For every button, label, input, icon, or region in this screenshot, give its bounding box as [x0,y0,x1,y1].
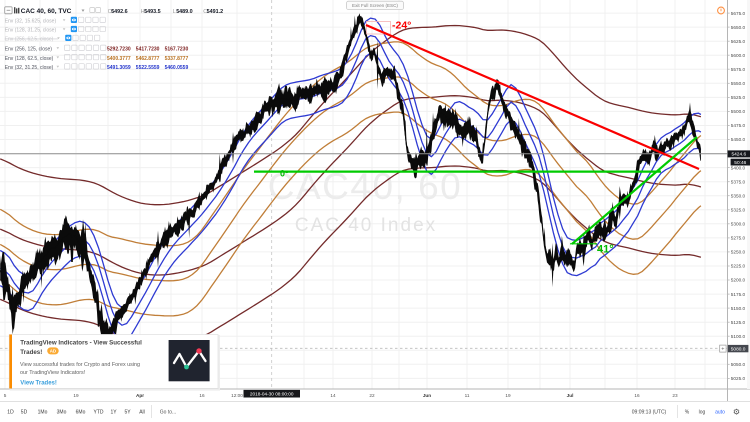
svg-text:-24°: -24° [392,20,411,32]
svg-text:5300.0: 5300.0 [731,222,746,227]
svg-text:5350.0: 5350.0 [731,193,746,198]
svg-text:⚙: ⚙ [733,408,740,417]
svg-text:5225.0: 5225.0 [731,264,746,269]
svg-text:YTD: YTD [94,410,104,416]
svg-text:5400.3777: 5400.3777 [107,56,131,62]
svg-text:23: 23 [672,393,678,398]
svg-text:All: All [139,410,145,416]
svg-text:12:00: 12:00 [231,393,243,398]
svg-text:0°: 0° [280,169,289,179]
svg-text:Go to...: Go to... [160,410,176,416]
svg-text:5575.0: 5575.0 [731,67,746,72]
svg-text:5650.0: 5650.0 [731,25,746,30]
svg-text:5492.6: 5492.6 [111,9,128,15]
svg-text:auto: auto [715,410,725,416]
svg-text:16: 16 [199,393,205,398]
svg-text:5489.0: 5489.0 [176,9,193,15]
svg-text:L: L [173,9,176,15]
svg-text:5493.5: 5493.5 [144,9,161,15]
svg-text:2018-04-30 08:00:00: 2018-04-30 08:00:00 [250,392,294,397]
svg-text:5450.0: 5450.0 [731,137,746,142]
svg-text:Env (256, 62.5, close): Env (256, 62.5, close) [5,37,54,43]
svg-text:View successful trades for Cry: View successful trades for Crypto and Fo… [20,362,140,368]
svg-text:41°: 41° [597,244,614,256]
svg-text:1Y: 1Y [110,410,117,416]
svg-text:CAC 40, 60, TVC: CAC 40, 60, TVC [21,8,72,15]
svg-text:Env (128, 31.25, close): Env (128, 31.25, close) [5,28,57,34]
svg-text:TradingView Indicators - View: TradingView Indicators - View Successful [20,340,142,347]
svg-text:our TradingView Indicators!: our TradingView Indicators! [20,370,86,376]
svg-text:5500.0: 5500.0 [731,109,746,114]
svg-text:5125.0: 5125.0 [731,320,746,325]
svg-text:H: H [141,9,145,15]
svg-text:O: O [108,9,112,15]
svg-text:19: 19 [505,393,511,398]
svg-text:50:46: 50:46 [734,160,746,166]
svg-text:Trades!: Trades! [20,349,42,356]
svg-text:3Mo: 3Mo [57,410,67,416]
svg-text:Env (128, 62.5, close): Env (128, 62.5, close) [5,56,54,62]
svg-text:5460.0559: 5460.0559 [165,65,189,71]
svg-text:C: C [203,9,207,15]
svg-text:5417.7230: 5417.7230 [136,47,160,53]
svg-text:5050.0: 5050.0 [731,362,746,367]
svg-text:5475.0: 5475.0 [731,123,746,128]
svg-text:5491.2: 5491.2 [207,9,224,15]
svg-text:5424.6: 5424.6 [731,152,746,158]
svg-text:Exit Full Screen (ESC): Exit Full Screen (ESC) [352,3,398,8]
svg-text:5275.0: 5275.0 [731,236,746,241]
svg-text:Env (32, 31.25, close): Env (32, 31.25, close) [5,65,54,71]
svg-text:1Mo: 1Mo [38,410,48,416]
svg-text:1D: 1D [7,410,14,416]
svg-text:CAC 40 Index: CAC 40 Index [295,215,437,236]
svg-text:5600.0: 5600.0 [731,53,746,58]
svg-text:5675.0: 5675.0 [731,11,746,16]
svg-text:5525.0: 5525.0 [731,95,746,100]
svg-text:5550.0: 5550.0 [731,81,746,86]
svg-text:16: 16 [634,393,640,398]
svg-text:5: 5 [4,393,7,398]
svg-text:5175.0: 5175.0 [731,292,746,297]
svg-text:Apr: Apr [136,393,144,398]
svg-text:View Trades!: View Trades! [20,381,57,387]
svg-text:%: % [685,410,690,416]
svg-text:5025.0: 5025.0 [731,376,746,381]
svg-text:11: 11 [465,393,470,398]
svg-text:AD: AD [50,349,56,354]
svg-text:19: 19 [73,393,79,398]
svg-text:5375.0: 5375.0 [731,179,746,184]
svg-text:5522.5559: 5522.5559 [136,65,160,71]
svg-text:5491.3059: 5491.3059 [107,65,131,71]
svg-text:5080.0: 5080.0 [731,347,746,353]
svg-text:5292.7230: 5292.7230 [107,47,131,53]
svg-text:09:09:13 (UTC): 09:09:13 (UTC) [632,410,667,416]
svg-text:5325.0: 5325.0 [731,208,746,213]
svg-text:+: + [721,347,724,353]
svg-text:5337.8777: 5337.8777 [165,56,189,62]
svg-text:log: log [699,410,706,416]
svg-text:5150.0: 5150.0 [731,306,746,311]
svg-text:Env (256, 125, close): Env (256, 125, close) [5,47,53,53]
svg-text:5625.0: 5625.0 [731,39,746,44]
svg-text:Env (32, 15.625, close): Env (32, 15.625, close) [5,19,57,25]
svg-text:14: 14 [330,393,336,398]
svg-text:5400.0: 5400.0 [731,165,746,170]
svg-text:Jul: Jul [567,393,574,398]
svg-text:5462.8777: 5462.8777 [136,56,160,62]
svg-text:5D: 5D [21,410,28,416]
svg-text:5100.0: 5100.0 [731,334,746,339]
svg-text:5Y: 5Y [124,410,131,416]
svg-text:Jun: Jun [423,393,431,398]
svg-text:6Mo: 6Mo [76,410,86,416]
svg-text:5250.0: 5250.0 [731,250,746,255]
svg-text:5200.0: 5200.0 [731,278,746,283]
svg-text:22: 22 [369,393,375,398]
svg-text:5167.7230: 5167.7230 [165,47,189,53]
